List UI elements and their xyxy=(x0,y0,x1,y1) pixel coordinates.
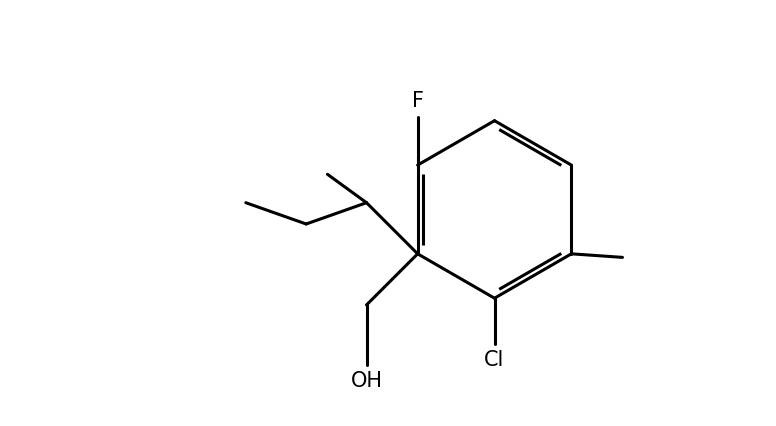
Text: OH: OH xyxy=(351,371,383,391)
Text: F: F xyxy=(411,91,424,111)
Text: Cl: Cl xyxy=(484,350,504,370)
